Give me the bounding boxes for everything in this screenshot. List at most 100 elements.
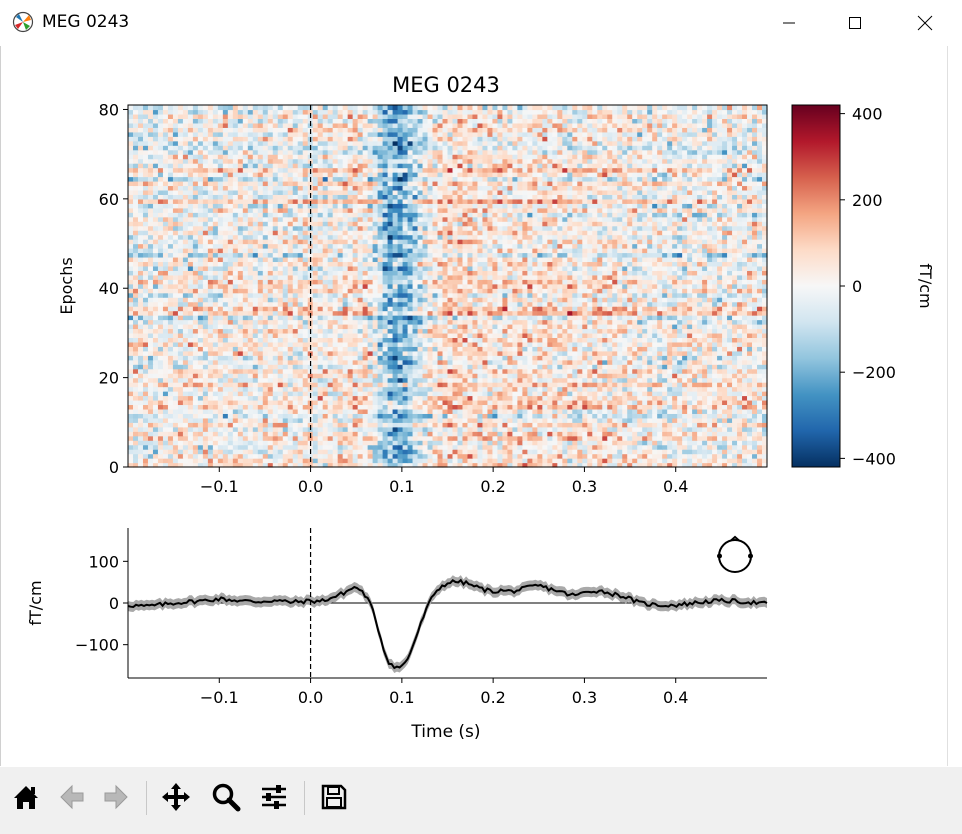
heatmap-cell bbox=[597, 422, 603, 428]
heatmap-cell bbox=[512, 323, 518, 330]
heatmap-cell bbox=[737, 449, 743, 455]
heatmap-cell bbox=[392, 297, 399, 303]
heatmap-cell bbox=[242, 382, 249, 388]
heatmap-cell bbox=[152, 391, 159, 397]
heatmap-cell bbox=[472, 368, 479, 374]
heatmap-cell bbox=[612, 453, 618, 459]
heatmap-cell bbox=[697, 323, 703, 330]
heatmap-cell bbox=[497, 373, 504, 379]
heatmap-cell bbox=[142, 395, 149, 401]
heatmap-cell bbox=[372, 368, 379, 374]
heatmap-cell bbox=[442, 449, 449, 455]
heatmap-cell bbox=[677, 431, 683, 437]
heatmap-cell bbox=[607, 306, 613, 312]
heatmap-cell bbox=[167, 297, 174, 303]
heatmap-cell bbox=[162, 426, 169, 432]
heatmap-cell bbox=[447, 404, 454, 410]
heatmap-cell bbox=[652, 453, 658, 459]
heatmap-cell bbox=[627, 386, 633, 392]
heatmap-cell bbox=[287, 332, 294, 338]
heatmap-cell bbox=[227, 368, 234, 374]
heatmap-cell bbox=[532, 350, 538, 356]
heatmap-cell bbox=[532, 395, 538, 401]
heatmap-cell bbox=[442, 315, 449, 321]
heatmap-cell bbox=[187, 364, 194, 370]
heatmap-cell bbox=[677, 408, 683, 414]
heatmap-cell bbox=[612, 422, 618, 428]
heatmap-cell bbox=[207, 391, 214, 397]
heatmap-cell bbox=[222, 426, 229, 432]
heatmap-cell bbox=[302, 364, 309, 370]
heatmap-cell bbox=[182, 328, 189, 334]
heatmap-cell bbox=[277, 346, 284, 352]
heatmap-cell bbox=[462, 346, 469, 352]
heatmap-cell bbox=[607, 332, 613, 338]
heatmap-cell bbox=[677, 413, 683, 419]
heatmap-cell bbox=[497, 355, 504, 361]
heatmap-cell bbox=[187, 332, 194, 338]
heatmap-cell bbox=[617, 444, 623, 450]
heatmap-cell bbox=[297, 426, 304, 432]
heatmap-cell bbox=[572, 422, 578, 428]
heatmap-cell bbox=[372, 306, 379, 312]
heatmap-cell bbox=[317, 319, 324, 325]
maximize-button[interactable] bbox=[832, 0, 878, 46]
heatmap-cell bbox=[132, 382, 139, 388]
heatmap-cell bbox=[227, 449, 234, 455]
heatmap-cell bbox=[632, 431, 638, 437]
heatmap-cell bbox=[537, 332, 543, 338]
heatmap-cell bbox=[677, 399, 683, 406]
heatmap-cell bbox=[757, 391, 763, 397]
heatmap-cell bbox=[657, 382, 663, 388]
heatmap-cell bbox=[652, 417, 658, 423]
heatmap-cell bbox=[687, 435, 693, 441]
heatmap-cell bbox=[222, 431, 229, 437]
heatmap-cell bbox=[297, 373, 304, 379]
heatmap-cell bbox=[172, 440, 179, 446]
heatmap-cell bbox=[142, 332, 149, 338]
heatmap-cell bbox=[262, 310, 269, 316]
heatmap-cell bbox=[667, 453, 673, 459]
heatmap-cell bbox=[202, 346, 209, 352]
heatmap-cell bbox=[427, 359, 434, 365]
heatmap-cell bbox=[257, 408, 264, 414]
heatmap-cell bbox=[332, 426, 339, 432]
heatmap-cell bbox=[492, 328, 499, 334]
heatmap-cell bbox=[712, 426, 718, 432]
heatmap-cell bbox=[462, 395, 469, 401]
heatmap-cell bbox=[702, 301, 708, 307]
heatmap-cell bbox=[507, 382, 513, 388]
heatmap-cell bbox=[297, 431, 304, 437]
heatmap-cell bbox=[727, 346, 733, 352]
close-button[interactable] bbox=[902, 0, 948, 46]
heatmap-cell bbox=[347, 431, 354, 437]
heatmap-cell bbox=[157, 444, 164, 450]
heatmap-cell bbox=[187, 462, 194, 468]
heatmap-cell bbox=[522, 431, 528, 437]
heatmap-cell bbox=[642, 368, 648, 374]
heatmap-cell bbox=[417, 323, 424, 330]
heatmap-cell bbox=[207, 373, 214, 379]
heatmap-cell bbox=[582, 337, 588, 343]
heatmap-cell bbox=[302, 368, 309, 374]
heatmap-cell bbox=[512, 408, 518, 414]
heatmap-cell bbox=[237, 319, 244, 325]
heatmap-cell bbox=[412, 440, 419, 446]
heatmap-cell bbox=[592, 332, 598, 338]
heatmap-cell bbox=[422, 408, 429, 414]
heatmap-cell bbox=[222, 292, 229, 298]
heatmap-cell bbox=[287, 297, 294, 303]
heatmap-cell bbox=[602, 404, 608, 410]
heatmap-cell bbox=[162, 462, 169, 468]
heatmap-cell bbox=[677, 337, 683, 343]
heatmap-cell bbox=[252, 301, 259, 307]
heatmap-cell bbox=[652, 373, 658, 379]
figure-canvas[interactable]: MEG 0243 Epochs −0.1 0.0 0.1 0.2 0.3 0.4 0204… bbox=[0, 46, 948, 766]
heatmap-cell bbox=[757, 435, 763, 441]
heatmap-cell bbox=[717, 449, 723, 455]
heatmap-cell bbox=[462, 341, 469, 347]
minimize-button[interactable] bbox=[766, 0, 812, 46]
heatmap-cell bbox=[742, 399, 748, 406]
heatmap-cell bbox=[457, 440, 464, 446]
heatmap-cell bbox=[627, 435, 633, 441]
